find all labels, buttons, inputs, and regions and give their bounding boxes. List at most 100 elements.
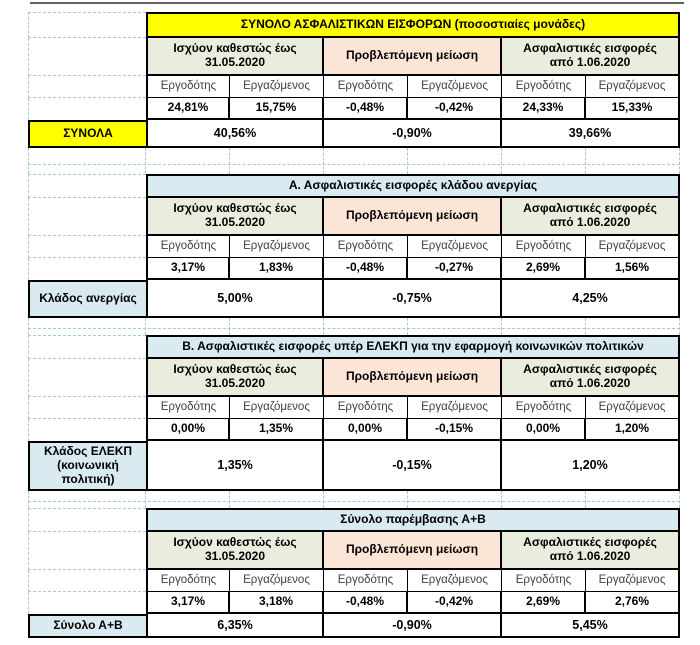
value-cell: 2,69%: [502, 592, 586, 614]
empty-sheet-cell: [408, 491, 502, 508]
value-cell: 0,00%: [324, 419, 408, 441]
value-cell: 2,69%: [502, 258, 586, 280]
table-section-totals: ΣΥΝΟΛΟ ΑΣΦΑΛΙΣΤΙΚΩΝ ΕΙΣΦΟΡΩΝ (ποσοστιαίε…: [28, 12, 680, 148]
value-cell: 0,00%: [146, 419, 230, 441]
total-cell: -0,75%: [324, 280, 502, 318]
empty-sheet-cell: [28, 258, 146, 280]
group-header-reduction: Προβλεπόμενη μείωση: [324, 38, 502, 76]
total-cell: -0,90%: [324, 120, 502, 148]
subheader-employer: Εργοδότης: [146, 397, 230, 419]
empty-sheet-cell: [28, 508, 146, 532]
total-cell: -0,15%: [324, 441, 502, 491]
value-cell: 24,81%: [146, 98, 230, 120]
group-header-new: Ασφαλιστικές εισφορές από 1.06.2020: [502, 198, 680, 236]
total-cell: 5,00%: [146, 280, 324, 318]
row-label-sum-ab: Σύνολο Α+Β: [28, 614, 146, 638]
subheader-employer: Εργοδότης: [324, 76, 408, 98]
subheader-employee: Εργαζόμενος: [408, 397, 502, 419]
section-title: ΣΥΝΟΛΟ ΑΣΦΑΛΙΣΤΙΚΩΝ ΕΙΣΦΟΡΩΝ (ποσοστιαίε…: [146, 12, 680, 38]
subheader-employer: Εργοδότης: [502, 570, 586, 592]
empty-sheet-cell: [324, 148, 408, 174]
empty-sheet-cell: [28, 318, 146, 335]
group-header-current: Ισχύον καθεστώς έως 31.05.2020: [146, 532, 324, 570]
value-cell: -0,42%: [408, 592, 502, 614]
gridline: [28, 328, 680, 330]
value-cell: 15,33%: [586, 98, 680, 120]
value-cell: 2,76%: [586, 592, 680, 614]
total-cell: -0,90%: [324, 614, 502, 638]
value-cell: 15,75%: [230, 98, 324, 120]
subheader-employer: Εργοδότης: [502, 236, 586, 258]
empty-sheet-cell: [146, 148, 230, 174]
group-header-reduction: Προβλεπόμενη μείωση: [324, 198, 502, 236]
section-title: Σύνολο παρέμβασης Α+Β: [146, 508, 680, 532]
value-cell: 3,17%: [146, 258, 230, 280]
group-header-reduction: Προβλεπόμενη μείωση: [324, 359, 502, 397]
value-cell: 0,00%: [502, 419, 586, 441]
empty-sheet-cell: [28, 38, 146, 76]
subheader-employer: Εργοδότης: [146, 570, 230, 592]
total-cell: 1,35%: [146, 441, 324, 491]
empty-sheet-cell: [230, 491, 324, 508]
total-cell: 4,25%: [502, 280, 680, 318]
value-cell: -0,42%: [408, 98, 502, 120]
grid-gap: [28, 148, 680, 174]
empty-sheet-cell: [230, 148, 324, 174]
total-cell: 5,45%: [502, 614, 680, 638]
subheader-employee: Εργαζόμενος: [586, 397, 680, 419]
subheader-employer: Εργοδότης: [146, 236, 230, 258]
empty-sheet-cell: [586, 148, 680, 174]
group-header-new: Ασφαλιστικές εισφορές από 1.06.2020: [502, 532, 680, 570]
table-section-elekp: Β. Ασφαλιστικές εισφορές υπέρ ΕΛΕΚΠ για …: [28, 335, 680, 491]
empty-sheet-cell: [28, 419, 146, 441]
empty-sheet-cell: [230, 318, 324, 335]
value-cell: 1,83%: [230, 258, 324, 280]
value-cell: 1,20%: [586, 419, 680, 441]
empty-sheet-cell: [28, 76, 146, 98]
empty-sheet-cell: [586, 318, 680, 335]
value-cell: -0,48%: [324, 592, 408, 614]
row-label-elekp: Κλάδος ΕΛΕΚΠ (κοινωνική πολιτική): [28, 441, 146, 491]
value-cell: -0,48%: [324, 258, 408, 280]
total-cell: 40,56%: [146, 120, 324, 148]
subheader-employee: Εργαζόμενος: [586, 76, 680, 98]
empty-sheet-cell: [28, 570, 146, 592]
empty-sheet-cell: [502, 318, 586, 335]
row-label-totals: ΣΥΝΟΛΑ: [28, 120, 146, 148]
grid-gap: [28, 318, 680, 335]
empty-sheet-cell: [28, 592, 146, 614]
value-cell: 24,33%: [502, 98, 586, 120]
empty-sheet-cell: [28, 532, 146, 570]
subheader-employer: Εργοδότης: [324, 570, 408, 592]
subheader-employee: Εργαζόμενος: [586, 570, 680, 592]
subheader-employer: Εργοδότης: [324, 397, 408, 419]
group-header-current: Ισχύον καθεστώς έως 31.05.2020: [146, 198, 324, 236]
empty-sheet-cell: [324, 318, 408, 335]
subheader-employee: Εργαζόμενος: [408, 236, 502, 258]
empty-sheet-cell: [502, 491, 586, 508]
grid-gap: [28, 491, 680, 508]
value-cell: 1,56%: [586, 258, 680, 280]
subheader-employer: Εργοδότης: [324, 236, 408, 258]
empty-sheet-cell: [28, 98, 146, 120]
value-cell: 3,17%: [146, 592, 230, 614]
table-section-sum-ab: Σύνολο παρέμβασης Α+Β Ισχύον καθεστώς έω…: [28, 508, 680, 638]
group-header-new: Ασφαλιστικές εισφορές από 1.06.2020: [502, 38, 680, 76]
empty-sheet-cell: [408, 148, 502, 174]
empty-sheet-cell: [28, 491, 146, 508]
sheet-top-border-line: [30, 2, 684, 4]
gridline: [28, 501, 680, 503]
subheader-employer: Εργοδότης: [502, 397, 586, 419]
group-header-current: Ισχύον καθεστώς έως 31.05.2020: [146, 359, 324, 397]
value-cell: 1,35%: [230, 419, 324, 441]
tables-container: ΣΥΝΟΛΟ ΑΣΦΑΛΙΣΤΙΚΩΝ ΕΙΣΦΟΡΩΝ (ποσοστιαίε…: [28, 12, 680, 638]
empty-sheet-cell: [28, 12, 146, 38]
empty-sheet-cell: [28, 397, 146, 419]
empty-sheet-cell: [146, 318, 230, 335]
group-header-reduction: Προβλεπόμενη μείωση: [324, 532, 502, 570]
empty-sheet-cell: [408, 318, 502, 335]
subheader-employer: Εργοδότης: [502, 76, 586, 98]
row-label-unemployment: Κλάδος ανεργίας: [28, 280, 146, 318]
empty-sheet-cell: [28, 236, 146, 258]
